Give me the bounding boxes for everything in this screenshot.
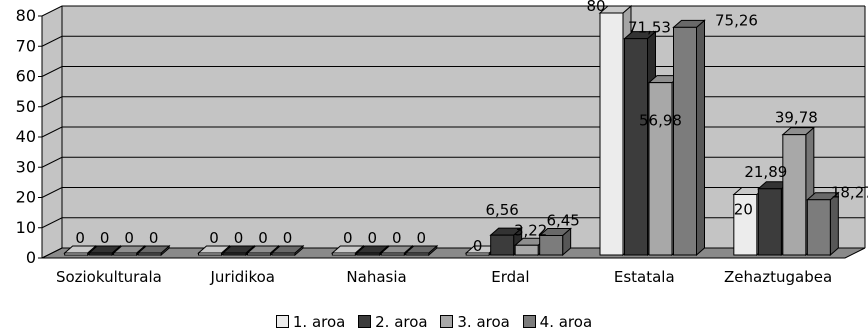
bar: [404, 244, 439, 257]
data-label: 0: [258, 229, 268, 247]
bar: [270, 244, 305, 257]
legend-item-2: 2. aroa: [358, 312, 428, 331]
y-tick-label: 30: [16, 157, 36, 176]
legend-item-3: 3. aroa: [440, 312, 510, 331]
bar-front: [247, 252, 271, 256]
bar: [221, 244, 256, 257]
y-tick-label: 70: [16, 36, 36, 55]
data-label: 39,78: [775, 109, 818, 127]
category-label: Zehaztugabea: [724, 268, 832, 286]
data-label: 0: [234, 229, 244, 247]
bar-side: [696, 19, 705, 257]
y-tick-label: 80: [16, 6, 36, 25]
data-label: 21,89: [744, 163, 787, 181]
bar-front: [88, 252, 113, 256]
bar-front: [113, 252, 138, 256]
category-label: Estatala: [614, 268, 675, 286]
category-label: Erdal: [491, 268, 529, 286]
bar: [806, 191, 840, 257]
bar: [489, 227, 523, 257]
y-tick-label: 50: [16, 97, 36, 116]
legend-item-1: 1. aroa: [275, 312, 346, 331]
data-label: 18,27: [831, 184, 868, 202]
bar-front: [648, 82, 673, 256]
y-tick-label: 60: [16, 67, 36, 86]
data-label: 6,45: [546, 211, 579, 229]
bar-front: [271, 252, 296, 256]
bar-front: [490, 234, 515, 256]
legend-swatch-2: [358, 314, 372, 328]
bar-front: [64, 252, 89, 256]
bar-front: [673, 26, 697, 256]
data-label: 0: [149, 229, 159, 247]
legend-label-4: 4. aroa: [539, 312, 593, 331]
bar-front: [539, 234, 564, 256]
legend-label-2: 2. aroa: [375, 312, 428, 331]
bar-front: [465, 252, 490, 256]
legend-swatch-1: [275, 314, 289, 328]
data-label: 3,22: [514, 221, 547, 239]
legend-swatch-3: [440, 314, 454, 328]
y-tick-label: 10: [16, 218, 36, 237]
bar: [538, 227, 572, 257]
bar-side: [829, 191, 839, 257]
bar: [672, 19, 706, 257]
bar-front: [806, 199, 831, 256]
data-label: 6,56: [485, 201, 518, 219]
bar-front: [405, 252, 430, 256]
bar-front: [331, 252, 356, 256]
category-label: Nahasia: [346, 268, 406, 286]
data-label: 80: [586, 0, 605, 15]
data-label: 0: [209, 229, 219, 247]
bar-front: [733, 194, 758, 256]
data-label: 0: [473, 237, 483, 255]
bar-front: [380, 252, 405, 256]
data-label: 0: [392, 229, 402, 247]
bar-front: [137, 252, 162, 256]
legend-swatch-4: [522, 314, 536, 328]
legend: 1. aroa 2. aroa 3. aroa 4. aroa: [0, 312, 868, 331]
legend-label-3: 3. aroa: [457, 312, 510, 331]
bar-front: [198, 252, 222, 256]
data-label: 0: [417, 229, 427, 247]
y-tick-label: 40: [16, 127, 36, 146]
data-label: 56,98: [639, 112, 682, 130]
data-label: 0: [343, 229, 353, 247]
data-label: 0: [100, 229, 110, 247]
bar-front: [356, 252, 381, 256]
bar-front: [222, 252, 247, 256]
bar-front: [514, 244, 539, 256]
legend-label-1: 1. aroa: [292, 312, 346, 331]
data-label: 75,26: [715, 11, 758, 29]
data-label: 71,53: [628, 19, 671, 37]
data-label: 0: [283, 229, 293, 247]
y-tick-label: 20: [16, 188, 36, 207]
data-label: 0: [368, 229, 378, 247]
data-label: 0: [75, 229, 85, 247]
bar-front: [782, 134, 807, 256]
data-label: 20: [734, 201, 753, 219]
bar-front: [599, 12, 624, 256]
category-label: Juridikoa: [210, 268, 275, 286]
category-label: Soziokulturala: [56, 268, 162, 286]
y-tick-label: 0: [26, 248, 36, 267]
data-label: 0: [124, 229, 134, 247]
bar-front: [624, 38, 648, 256]
legend-item-4: 4. aroa: [522, 312, 593, 331]
bar: [136, 244, 171, 257]
bar-front: [757, 188, 782, 256]
